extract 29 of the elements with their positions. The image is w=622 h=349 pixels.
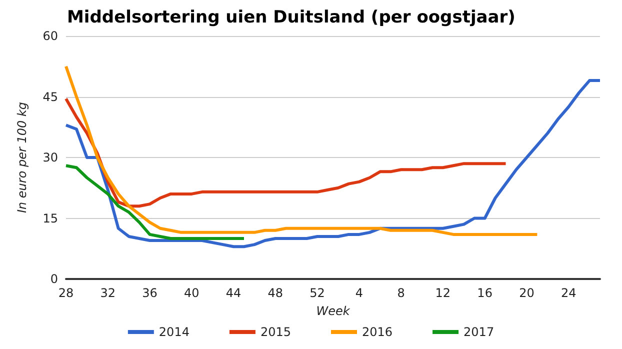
x-tick-label: 40 [184,286,200,300]
x-tick-label: 32 [100,286,116,300]
x-axis-title: Week [316,304,351,318]
y-tick-label: 30 [42,150,58,164]
line-series [64,97,508,208]
x-tick-label: 8 [397,286,405,300]
x-tick-label: 52 [310,286,325,300]
x-tick-label: 12 [435,286,451,300]
legend-label: 2017 [464,325,494,339]
x-tick-label: 36 [142,286,158,300]
x-tick-label: 4 [355,286,363,300]
x-tick-label: 28 [58,286,74,300]
x-tick-label: 16 [477,286,492,300]
y-tick-label: 15 [42,211,58,226]
legend-label: 2015 [260,325,292,339]
x-tick-label: 20 [519,286,534,300]
chart-title: Middelsortering uien Duitsland (per oogstjaar) [67,8,516,28]
y-axis-title: In euro per 100 kg [15,102,29,214]
line-series [64,79,602,248]
x-tick-label: 48 [268,286,284,300]
y-tick-label: 45 [42,90,58,104]
line-series [64,164,246,240]
x-tick-label: 24 [560,286,576,300]
x-tick-label: 44 [226,286,242,300]
y-tick-label: 0 [50,272,58,286]
legend-label: 2014 [158,325,190,339]
line-series [64,64,539,236]
y-tick-label: 60 [42,29,58,43]
legend-label: 2016 [362,325,393,339]
